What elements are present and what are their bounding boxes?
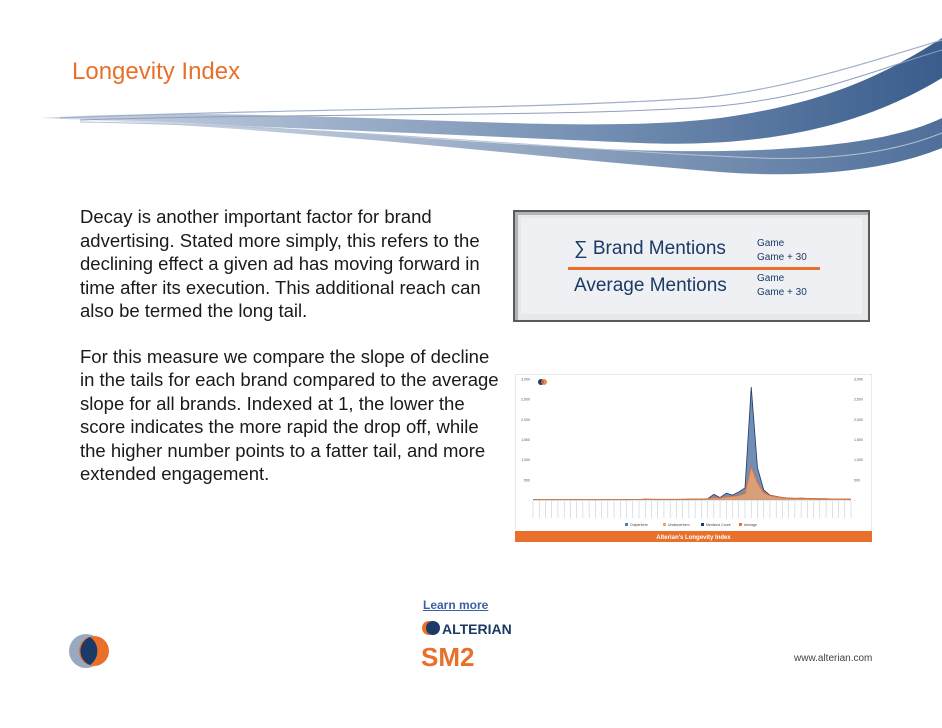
denominator-subscript-bottom: Game + 30: [757, 287, 807, 298]
paragraph-decay: Decay is another important factor for br…: [80, 206, 481, 321]
y2-tick-label: 1,500: [854, 438, 863, 442]
website-url: www.alterian.com: [794, 653, 873, 664]
header-swoosh-graphic: [40, 38, 942, 175]
chart-background: [514, 373, 873, 543]
learn-more-link[interactable]: Learn more: [423, 598, 489, 612]
chart-title: Alterian's Longevity Index: [656, 535, 731, 541]
y-tick-label: 2,500: [521, 398, 530, 402]
numerator-subscript-top: Game: [757, 238, 785, 249]
numerator-subscript-bottom: Game + 30: [757, 252, 807, 263]
longevity-chart: Alterian's Longevity Index 3,000 3,000 2,50…: [514, 373, 873, 543]
chart-logo-icon-orange: [541, 379, 547, 385]
y-tick-label: 500: [524, 478, 530, 482]
legend-label: Mentions Count: [706, 523, 731, 527]
brand-name-text: ALTERIAN: [442, 621, 512, 637]
formula-denominator: Average Mentions: [574, 275, 727, 296]
chart-title-bar: [515, 531, 872, 542]
alterian-sm2-logo: ALTERIAN SM2: [421, 621, 512, 671]
series-average-line: [533, 465, 851, 501]
y2-tick-label: 1,000: [854, 458, 863, 462]
y2-tick-label: 2,500: [854, 398, 863, 402]
y-tick-label: -: [529, 499, 531, 503]
formula-box: [513, 210, 870, 322]
fraction-line: [568, 267, 820, 270]
slide-title: Longevity Index: [72, 58, 241, 85]
y-tick-label: 1,000: [521, 458, 530, 462]
y2-tick-label: -: [854, 499, 856, 503]
formula-numerator: ∑ Brand Mentions: [574, 238, 726, 259]
legend-label: Average: [744, 523, 757, 527]
alterian-mark-icon: [69, 634, 109, 668]
y-tick-label: 3,000: [521, 378, 530, 382]
y-tick-label: 2,000: [521, 418, 530, 422]
legend-label: Outperform: [630, 523, 648, 527]
paragraph-measure: For this measure we compare the slope of…: [80, 345, 499, 485]
legend-swatch: [739, 523, 742, 526]
y-tick-label: 1,500: [521, 438, 530, 442]
y2-tick-label: 3,000: [854, 378, 863, 382]
y2-tick-label: 500: [854, 478, 860, 482]
longevity-chart-svg: Alterian's Longevity Index 3,000 3,000 2,50…: [514, 373, 873, 543]
denominator-subscript-top: Game: [757, 273, 785, 284]
y2-tick-label: 2,000: [854, 418, 863, 422]
legend-swatch: [625, 523, 628, 526]
formula-panel: [521, 218, 862, 314]
product-name-text: SM2: [421, 642, 474, 671]
body-text: Decay is another important factor for br…: [80, 205, 500, 508]
legend-swatch: [701, 523, 704, 526]
legend-label: Underperform: [668, 523, 690, 527]
legend-swatch: [663, 523, 666, 526]
